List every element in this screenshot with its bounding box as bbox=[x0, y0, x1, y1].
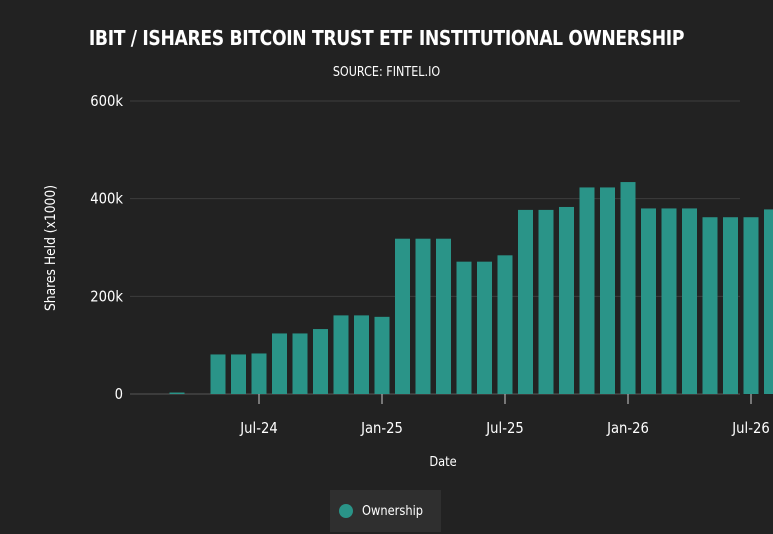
bar[interactable] bbox=[723, 217, 738, 394]
bar[interactable] bbox=[231, 354, 246, 394]
bar[interactable] bbox=[497, 255, 513, 394]
x-tick-label: Jul-24 bbox=[239, 420, 277, 437]
bar[interactable] bbox=[661, 208, 677, 394]
bar[interactable] bbox=[272, 333, 287, 394]
bar[interactable] bbox=[169, 392, 185, 394]
bar[interactable] bbox=[415, 238, 431, 394]
bar[interactable] bbox=[743, 217, 759, 394]
y-tick-label: 600k bbox=[90, 93, 124, 110]
y-axis-label: Shares Held (x1000) bbox=[43, 185, 59, 311]
legend-ownership[interactable]: Ownership bbox=[330, 490, 441, 532]
bar[interactable] bbox=[477, 261, 492, 394]
bar[interactable] bbox=[600, 187, 615, 394]
x-tick-label: Jul-25 bbox=[485, 420, 523, 437]
bar[interactable] bbox=[354, 315, 369, 394]
y-tick-label: 0 bbox=[115, 386, 123, 403]
bar[interactable] bbox=[374, 316, 390, 394]
bar[interactable] bbox=[682, 208, 697, 394]
x-tick-label: Jan-25 bbox=[360, 420, 403, 437]
y-tick-label: 400k bbox=[90, 191, 124, 208]
bar[interactable] bbox=[641, 208, 656, 394]
bar[interactable] bbox=[333, 315, 349, 394]
chart-subtitle: SOURCE: FINTEL.IO bbox=[332, 65, 441, 80]
legend-marker bbox=[339, 504, 354, 518]
x-tick-label: Jul-26 bbox=[731, 420, 769, 437]
bar[interactable] bbox=[313, 329, 328, 394]
bar[interactable] bbox=[620, 182, 636, 394]
bar[interactable] bbox=[579, 187, 595, 394]
x-tick-label: Jan-26 bbox=[606, 420, 649, 437]
bar[interactable] bbox=[538, 209, 554, 394]
bar[interactable] bbox=[764, 209, 773, 394]
bar[interactable] bbox=[559, 206, 574, 394]
bar[interactable] bbox=[210, 354, 226, 394]
legend-label: Ownership bbox=[362, 503, 424, 519]
bar[interactable] bbox=[395, 238, 410, 394]
bar[interactable] bbox=[702, 217, 718, 394]
bar[interactable] bbox=[292, 333, 308, 394]
x-axis-label: Date bbox=[429, 454, 456, 469]
y-tick-label: 200k bbox=[90, 289, 124, 306]
bar[interactable] bbox=[436, 238, 451, 394]
chart-title: IBIT / ISHARES BITCOIN TRUST ETF INSTITU… bbox=[88, 26, 685, 50]
bar[interactable] bbox=[456, 261, 472, 394]
bar[interactable] bbox=[251, 353, 267, 394]
bar[interactable] bbox=[518, 209, 533, 394]
